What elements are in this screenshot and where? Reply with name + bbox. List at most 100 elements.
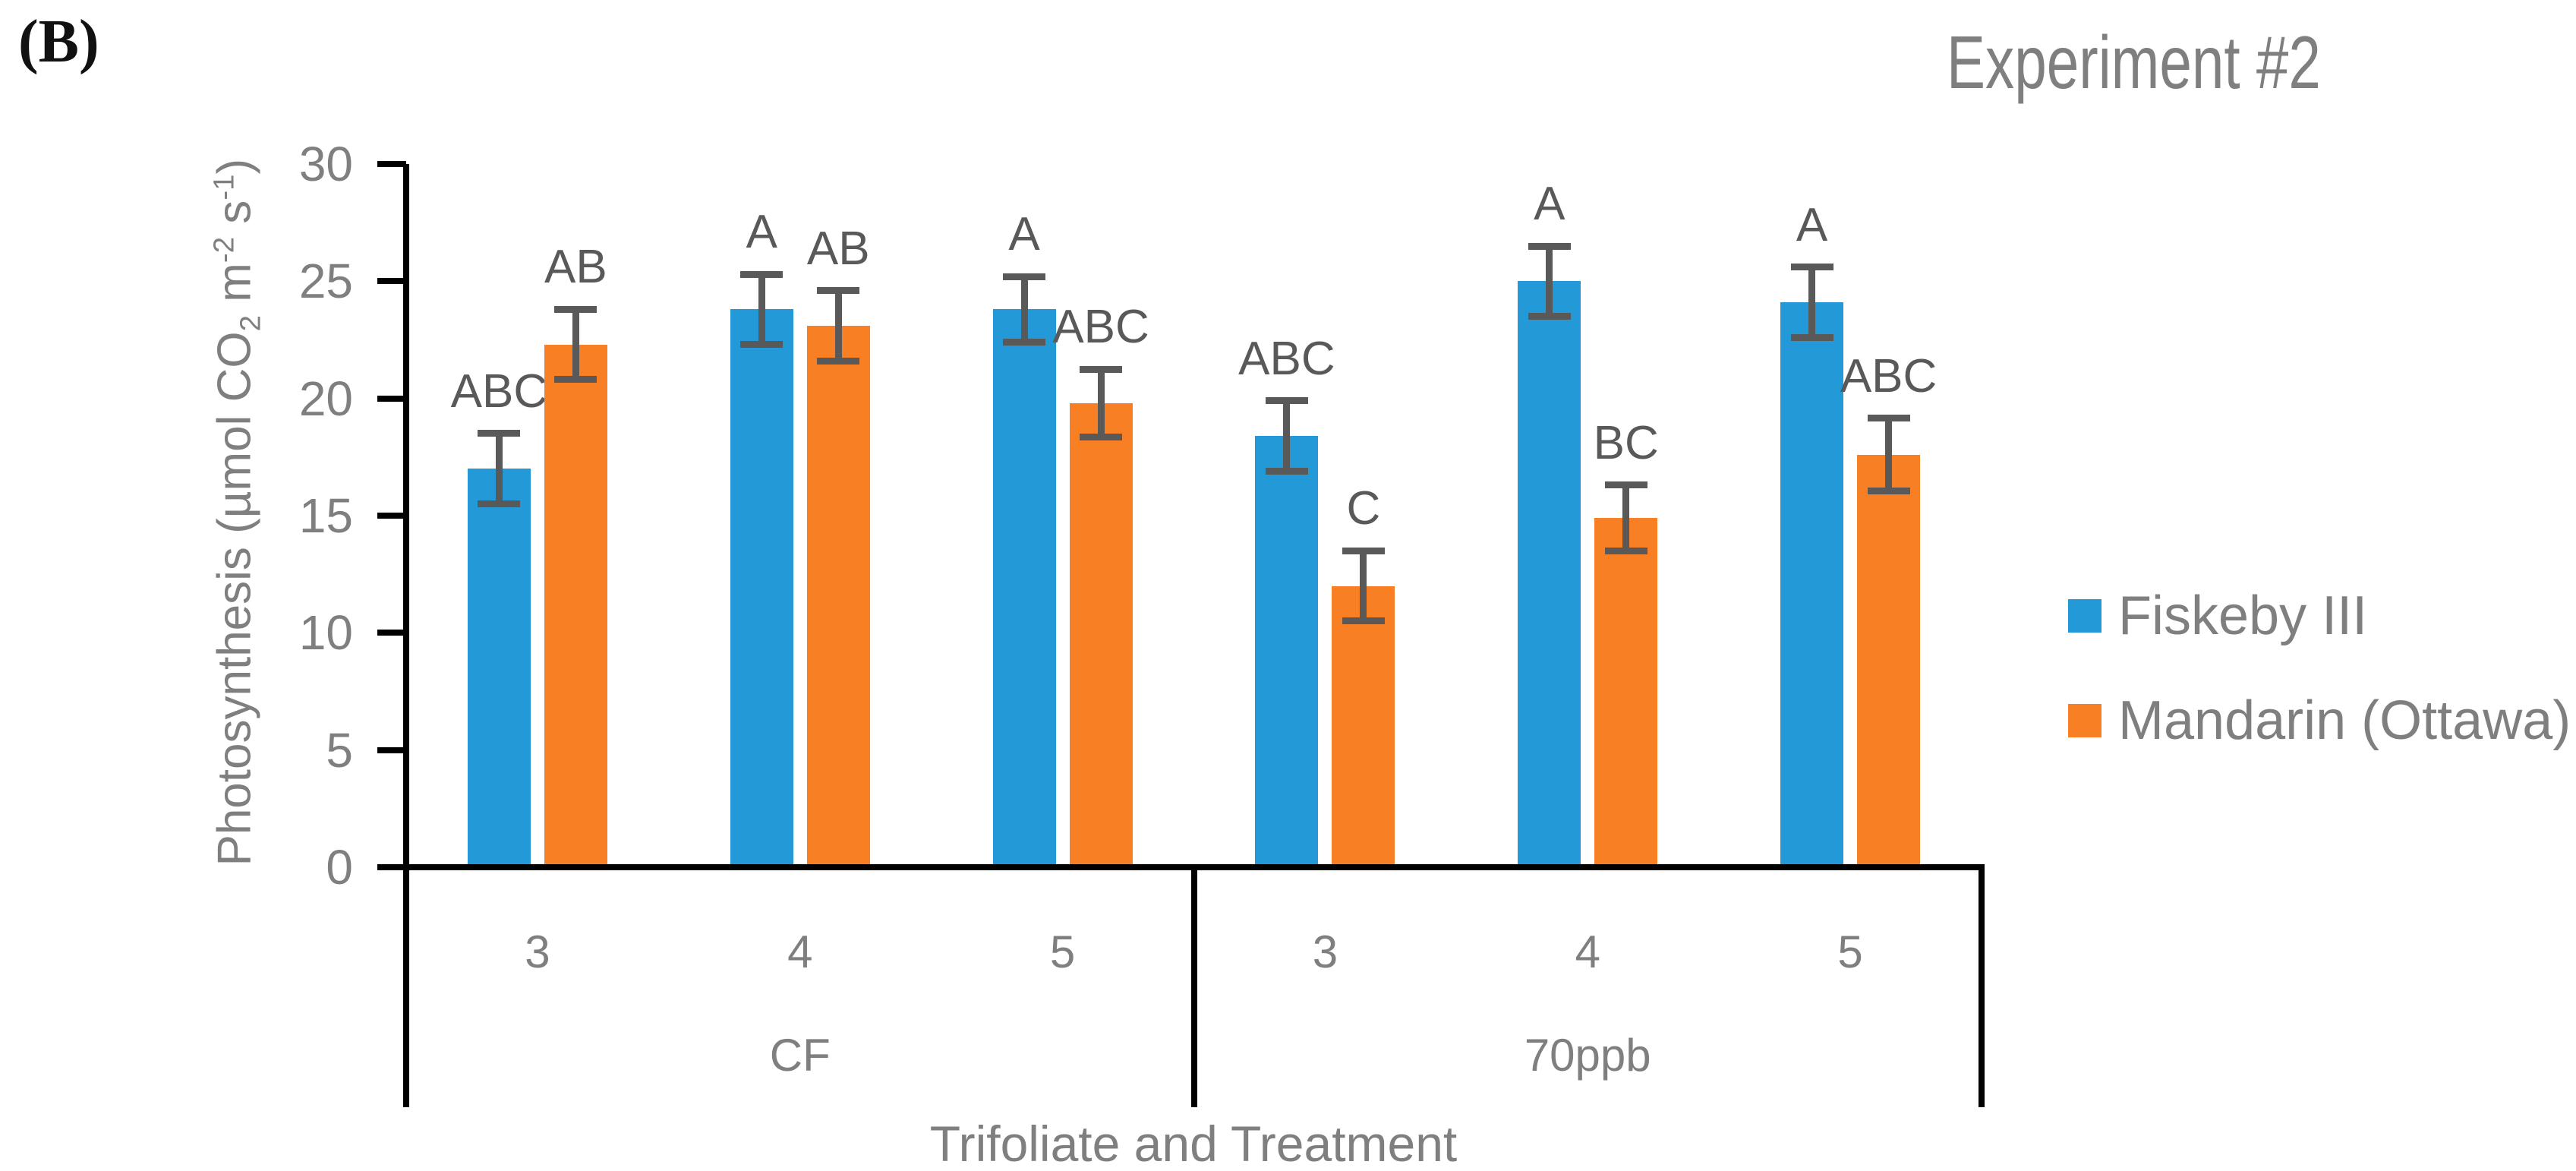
- bar-mandarin-2: [1069, 402, 1133, 867]
- y-tick-label: 20: [298, 371, 353, 426]
- error-bar: [1546, 246, 1553, 317]
- error-bar-cap-bottom: [1604, 547, 1647, 554]
- y-axis-tick: [377, 630, 406, 636]
- error-bar-cap-bottom: [1528, 313, 1571, 320]
- sig-label: A: [1796, 198, 1828, 251]
- error-bar-cap-top: [554, 305, 597, 313]
- error-bar: [495, 433, 503, 504]
- error-bar-cap-bottom: [1080, 434, 1123, 441]
- y-tick-label: 25: [298, 254, 353, 309]
- category-label: 5: [1049, 926, 1076, 977]
- sig-label: A: [746, 206, 777, 259]
- error-bar: [572, 309, 579, 380]
- treatment-group-label: CF: [769, 1030, 831, 1081]
- sig-label: A: [1534, 178, 1565, 231]
- error-bar-cap-top: [1080, 365, 1123, 373]
- error-bar: [1020, 276, 1028, 342]
- error-bar: [1885, 418, 1893, 491]
- error-bar-cap-top: [1003, 273, 1046, 280]
- legend: Fiskeby III Mandarin (Ottawa): [2068, 586, 2571, 808]
- y-axis-line: [403, 164, 409, 1107]
- x-axis-line: [377, 864, 1985, 870]
- error-bar-cap-top: [478, 430, 521, 437]
- error-bar-cap-top: [1790, 264, 1833, 271]
- category-label: 4: [1575, 926, 1600, 977]
- legend-swatch-mandarin: [2068, 704, 2101, 737]
- bar-fiskeby-3: [1255, 436, 1319, 867]
- bar-fiskeby-2: [992, 309, 1056, 867]
- sig-label: ABC: [1238, 332, 1335, 385]
- error-bar-cap-bottom: [554, 376, 597, 383]
- category-right-border: [1979, 867, 1985, 1107]
- error-bar: [834, 290, 842, 361]
- sig-label: ABC: [1840, 349, 1938, 402]
- legend-row: Fiskeby III: [2068, 586, 2571, 646]
- error-bar: [758, 274, 765, 345]
- y-axis-tick: [377, 395, 406, 402]
- error-bar-cap-bottom: [1790, 333, 1833, 341]
- y-tick-label: 0: [326, 840, 353, 895]
- bar-mandarin-1: [806, 325, 870, 867]
- error-bar: [1283, 400, 1291, 472]
- error-bar: [1360, 551, 1367, 621]
- bar-mandarin-3: [1332, 586, 1395, 867]
- sig-label: ABC: [450, 365, 548, 418]
- error-bar-cap-top: [1265, 397, 1308, 405]
- sig-label: BC: [1593, 416, 1659, 469]
- error-bar-cap-bottom: [478, 500, 521, 508]
- y-tick-label: 15: [298, 488, 353, 543]
- y-axis-tick: [377, 161, 406, 167]
- sig-label: AB: [544, 241, 607, 294]
- bar-mandarin-0: [544, 344, 607, 867]
- panel-label: (B): [18, 8, 99, 75]
- error-bar-cap-bottom: [1867, 488, 1910, 495]
- error-bar-cap-top: [740, 270, 784, 278]
- category-label: 3: [525, 926, 550, 977]
- error-bar-cap-top: [1528, 242, 1571, 250]
- error-bar: [1622, 484, 1630, 551]
- x-axis-title: Trifoliate and Treatment: [929, 1116, 1458, 1171]
- sig-label: AB: [806, 222, 870, 275]
- error-bar-cap-bottom: [1342, 617, 1385, 625]
- sig-label: C: [1346, 482, 1381, 535]
- error-bar: [1808, 267, 1816, 338]
- y-axis-title-part: 2: [234, 314, 267, 332]
- y-axis-title-part: -2: [207, 236, 241, 264]
- error-bar-cap-bottom: [1003, 339, 1046, 346]
- error-bar-cap-bottom: [817, 357, 860, 365]
- treatment-group-label: 70ppb: [1524, 1030, 1651, 1081]
- sig-label: ABC: [1052, 301, 1149, 354]
- error-bar-cap-top: [817, 287, 860, 295]
- y-axis-tick: [377, 513, 406, 519]
- category-label: 4: [787, 926, 813, 977]
- y-axis-tick: [377, 278, 406, 285]
- category-label: 5: [1837, 926, 1863, 977]
- y-axis-title-part: s: [208, 200, 261, 237]
- sig-label: A: [1008, 208, 1040, 261]
- legend-swatch-fiskeby: [2068, 599, 2101, 633]
- bar-fiskeby-5: [1780, 302, 1844, 867]
- category-divider-line: [1190, 867, 1197, 1107]
- error-bar-cap-top: [1867, 415, 1910, 422]
- legend-label: Fiskeby III: [2118, 586, 2368, 646]
- y-tick-label: 10: [298, 605, 353, 661]
- y-tick-label: 30: [298, 137, 353, 191]
- error-bar-cap-top: [1604, 481, 1647, 489]
- bar-fiskeby-4: [1518, 281, 1581, 867]
- error-bar-cap-top: [1342, 547, 1385, 554]
- category-label: 3: [1312, 926, 1338, 977]
- bar-mandarin-5: [1857, 454, 1921, 867]
- chart-title: Experiment #2: [1947, 21, 2321, 104]
- error-bar-cap-bottom: [1265, 467, 1308, 475]
- bar-mandarin-4: [1594, 518, 1658, 867]
- bar-fiskeby-0: [467, 469, 531, 867]
- error-bar-cap-bottom: [740, 341, 784, 349]
- y-axis-title-part: -1: [207, 174, 241, 200]
- y-axis-tick: [377, 746, 406, 753]
- legend-label: Mandarin (Ottawa): [2118, 690, 2571, 751]
- legend-row: Mandarin (Ottawa): [2068, 690, 2571, 751]
- error-bar: [1097, 369, 1105, 437]
- bar-fiskeby-1: [730, 309, 793, 867]
- y-tick-label: 5: [326, 722, 353, 778]
